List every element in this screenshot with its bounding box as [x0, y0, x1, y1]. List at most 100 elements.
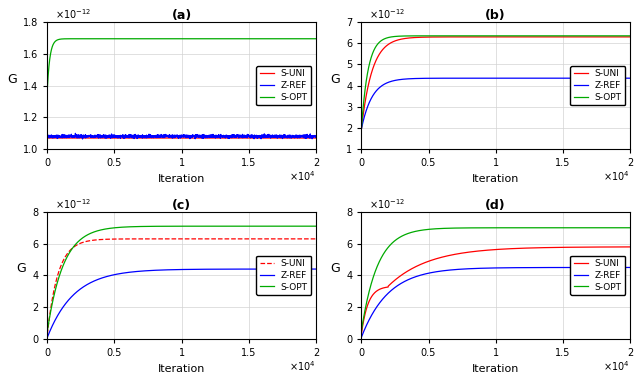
S-UNI [312, 136, 320, 140]
S-OPT [626, 34, 634, 38]
Z-REF [304, 267, 312, 271]
S-UNI [488, 248, 496, 252]
Z-REF [57, 134, 65, 139]
S-OPT [255, 224, 262, 229]
Z-REF [255, 267, 262, 271]
S-OPT [255, 37, 263, 41]
Title: (c): (c) [172, 199, 191, 212]
S-UNI [174, 237, 182, 241]
S-OPT [488, 34, 496, 38]
S-UNI [304, 237, 312, 241]
Z-REF [304, 267, 312, 271]
S-UNI [371, 60, 379, 65]
S-UNI [312, 237, 320, 241]
S-OPT [618, 34, 626, 38]
S-OPT [304, 37, 312, 41]
S-OPT [312, 37, 320, 41]
S-UNI [569, 35, 577, 39]
Line: Z-REF: Z-REF [362, 267, 630, 337]
S-OPT [167, 37, 175, 41]
Z-REF [174, 134, 182, 139]
S-UNI [488, 35, 496, 39]
S-OPT [312, 224, 320, 229]
Line: S-OPT: S-OPT [47, 39, 316, 89]
Z-REF [618, 265, 626, 270]
S-OPT [174, 37, 182, 41]
S-OPT [140, 37, 147, 41]
X-axis label: Iteration: Iteration [158, 363, 205, 373]
Z-REF [174, 267, 182, 272]
S-UNI [358, 332, 365, 336]
S-OPT [488, 226, 496, 230]
S-UNI [618, 35, 626, 39]
Text: $\times10^{4}$: $\times10^{4}$ [604, 170, 630, 183]
Legend: S-UNI, Z-REF, S-OPT: S-UNI, Z-REF, S-OPT [570, 256, 625, 295]
Z-REF [488, 266, 496, 270]
S-UNI [304, 136, 312, 140]
Z-REF [44, 134, 51, 138]
S-OPT [626, 226, 634, 230]
Title: (d): (d) [485, 199, 506, 212]
Text: $\times10^{-12}$: $\times10^{-12}$ [56, 197, 92, 211]
Z-REF [167, 135, 175, 139]
Z-REF [569, 76, 577, 80]
S-UNI [371, 290, 379, 295]
S-OPT [371, 270, 379, 274]
S-OPT [358, 329, 365, 333]
Line: S-OPT: S-OPT [362, 228, 630, 331]
Z-REF [305, 134, 312, 138]
S-OPT [305, 37, 312, 41]
S-UNI [618, 35, 626, 39]
X-axis label: Iteration: Iteration [158, 174, 205, 184]
S-UNI [618, 245, 626, 249]
S-OPT [618, 226, 626, 230]
S-UNI [481, 35, 489, 39]
S-UNI [569, 245, 577, 250]
Z-REF [618, 76, 626, 80]
S-UNI [174, 136, 182, 140]
Z-REF [371, 307, 379, 312]
Z-REF [481, 76, 489, 80]
Z-REF [618, 76, 626, 80]
Z-REF [72, 131, 79, 136]
S-OPT [57, 37, 65, 42]
Z-REF [569, 265, 577, 270]
S-UNI [44, 136, 51, 140]
Text: $\times10^{4}$: $\times10^{4}$ [289, 359, 316, 373]
S-UNI [167, 237, 175, 241]
S-OPT [481, 34, 489, 38]
S-OPT [618, 226, 626, 230]
S-OPT [569, 34, 577, 38]
Z-REF [626, 76, 634, 80]
Line: S-UNI: S-UNI [362, 247, 630, 334]
S-OPT [304, 224, 312, 229]
Line: S-UNI: S-UNI [47, 239, 316, 334]
S-UNI [57, 136, 65, 140]
S-UNI [255, 237, 262, 241]
X-axis label: Iteration: Iteration [472, 363, 519, 373]
Title: (a): (a) [172, 9, 192, 22]
Legend: S-UNI, Z-REF, S-OPT: S-UNI, Z-REF, S-OPT [570, 66, 625, 106]
S-OPT [371, 46, 379, 50]
Z-REF [57, 308, 65, 312]
S-OPT [174, 224, 182, 229]
S-UNI [626, 245, 634, 249]
S-OPT [44, 329, 51, 333]
Y-axis label: G: G [330, 263, 340, 275]
Z-REF [312, 267, 320, 271]
S-UNI [481, 248, 489, 253]
S-UNI [304, 136, 312, 140]
S-UNI [358, 127, 365, 131]
Text: $\times10^{-12}$: $\times10^{-12}$ [56, 7, 92, 21]
Legend: S-UNI, Z-REF, S-OPT: S-UNI, Z-REF, S-OPT [257, 256, 312, 295]
Z-REF [44, 335, 51, 339]
S-OPT [44, 86, 51, 91]
Z-REF [618, 265, 626, 270]
Z-REF [358, 127, 365, 131]
S-OPT [358, 127, 365, 131]
Text: $\times10^{4}$: $\times10^{4}$ [289, 170, 316, 183]
Line: Z-REF: Z-REF [47, 133, 316, 139]
S-OPT [57, 269, 65, 273]
Y-axis label: G: G [330, 73, 340, 86]
Z-REF [371, 90, 379, 94]
